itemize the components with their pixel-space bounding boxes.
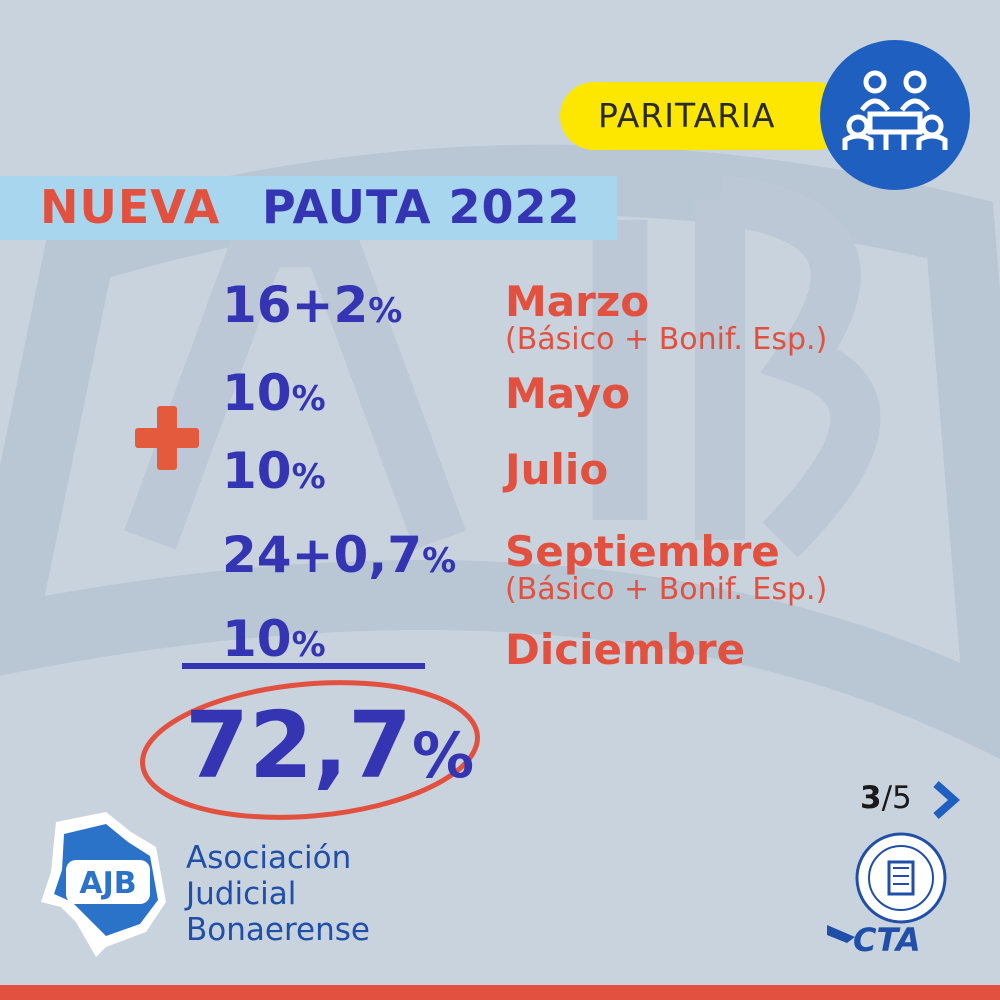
headline-part1: NUEVA bbox=[40, 180, 221, 234]
pager: 3/5 bbox=[860, 780, 912, 816]
org-name-line2: Judicial bbox=[186, 876, 297, 912]
sum-rule bbox=[182, 663, 425, 669]
row-month: Julio bbox=[505, 445, 609, 494]
cta-logo: CTA bbox=[827, 921, 921, 959]
cta-logo-text: CTA bbox=[853, 921, 921, 959]
row-note: (Básico + Bonif. Esp.) bbox=[505, 572, 828, 607]
headline: NUEVA PAUTA 2022 bbox=[0, 176, 617, 240]
headline-part2: PAUTA 2022 bbox=[262, 180, 581, 234]
row-value: 10% bbox=[222, 442, 326, 500]
row-value: 10% bbox=[222, 610, 326, 668]
org-name-line1: Asociación bbox=[186, 840, 352, 876]
row-value: 10% bbox=[222, 364, 326, 422]
row-month: Marzo bbox=[505, 277, 650, 326]
row-value: 16+2% bbox=[222, 276, 403, 334]
row-month: Mayo bbox=[505, 369, 631, 418]
row-month: Septiembre bbox=[505, 527, 780, 576]
paritaria-badge bbox=[560, 82, 850, 150]
meeting-icon bbox=[820, 40, 970, 190]
bottom-bar bbox=[0, 985, 1000, 1000]
row-value: 24+0,7% bbox=[222, 526, 457, 584]
federacion-seal-icon bbox=[855, 832, 947, 924]
ajb-logo: AJB bbox=[41, 812, 166, 957]
row-note: (Básico + Bonif. Esp.) bbox=[505, 322, 828, 357]
row-month: Diciembre bbox=[505, 625, 746, 674]
total-value: 72,7% bbox=[185, 692, 475, 799]
ajb-logo-text: AJB bbox=[79, 866, 136, 901]
chevron-right-icon[interactable] bbox=[930, 780, 964, 820]
org-name-line3: Bonaerense bbox=[186, 912, 370, 948]
paritaria-label: PARITARIA bbox=[598, 96, 776, 135]
plus-icon bbox=[135, 406, 199, 470]
